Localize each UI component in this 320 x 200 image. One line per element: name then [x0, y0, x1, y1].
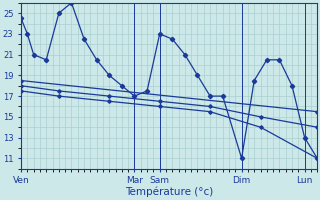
- X-axis label: Température (°c): Température (°c): [125, 187, 213, 197]
